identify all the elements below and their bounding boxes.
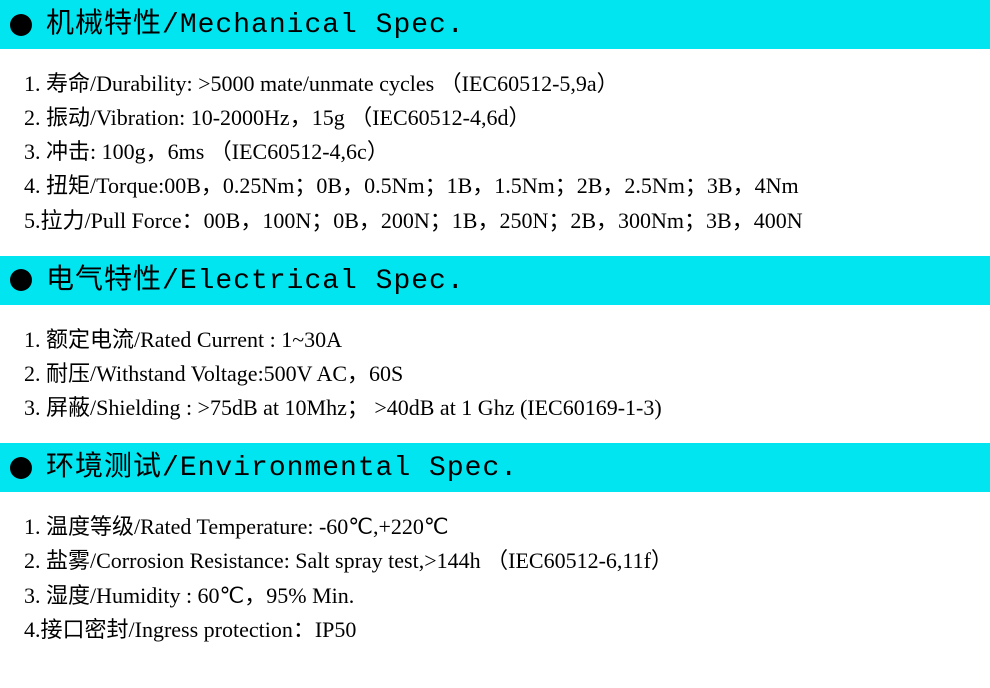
bullet-icon — [10, 14, 32, 36]
bullet-icon — [10, 457, 32, 479]
section-title-en: /Mechanical Spec. — [162, 10, 465, 41]
section-title-en: /Electrical Spec. — [162, 266, 465, 297]
section-title-cn: 机械特性 — [46, 8, 162, 39]
spec-item: 3. 屏蔽/Shielding : >75dB at 10Mhz； >40dB … — [24, 391, 966, 425]
section-title-cn: 电气特性 — [46, 264, 162, 295]
bullet-icon — [10, 269, 32, 291]
spec-item: 4. 扭矩/Torque:00B，0.25Nm；0B，0.5Nm；1B，1.5N… — [24, 169, 966, 203]
section-body-environmental: 1. 温度等级/Rated Temperature: -60℃,+220℃ 2.… — [0, 492, 990, 664]
spec-item: 4.接口密封/Ingress protection：IP50 — [24, 613, 966, 647]
section-header-electrical: 电气特性/Electrical Spec. — [0, 256, 990, 305]
section-title-en: /Environmental Spec. — [162, 453, 518, 484]
spec-item: 1. 额定电流/Rated Current : 1~30A — [24, 323, 966, 357]
spec-item: 3. 冲击: 100g，6ms （IEC60512-4,6c） — [24, 135, 966, 169]
spec-item: 5.拉力/Pull Force：00B，100N；0B，200N；1B，250N… — [24, 204, 966, 238]
spec-item: 1. 温度等级/Rated Temperature: -60℃,+220℃ — [24, 510, 966, 544]
section-title-cn: 环境测试 — [46, 451, 162, 482]
spec-item: 2. 盐雾/Corrosion Resistance: Salt spray t… — [24, 544, 966, 578]
spec-item: 1. 寿命/Durability: >5000 mate/unmate cycl… — [24, 67, 966, 101]
section-body-mechanical: 1. 寿命/Durability: >5000 mate/unmate cycl… — [0, 49, 990, 255]
section-title: 环境测试/Environmental Spec. — [46, 447, 518, 488]
section-title: 机械特性/Mechanical Spec. — [46, 4, 465, 45]
spec-item: 2. 振动/Vibration: 10-2000Hz，15g （IEC60512… — [24, 101, 966, 135]
section-header-environmental: 环境测试/Environmental Spec. — [0, 443, 990, 492]
spec-item: 2. 耐压/Withstand Voltage:500V AC，60S — [24, 357, 966, 391]
section-header-mechanical: 机械特性/Mechanical Spec. — [0, 0, 990, 49]
section-body-electrical: 1. 额定电流/Rated Current : 1~30A 2. 耐压/With… — [0, 305, 990, 443]
spec-item: 3. 湿度/Humidity : 60℃，95% Min. — [24, 579, 966, 613]
section-title: 电气特性/Electrical Spec. — [46, 260, 465, 301]
